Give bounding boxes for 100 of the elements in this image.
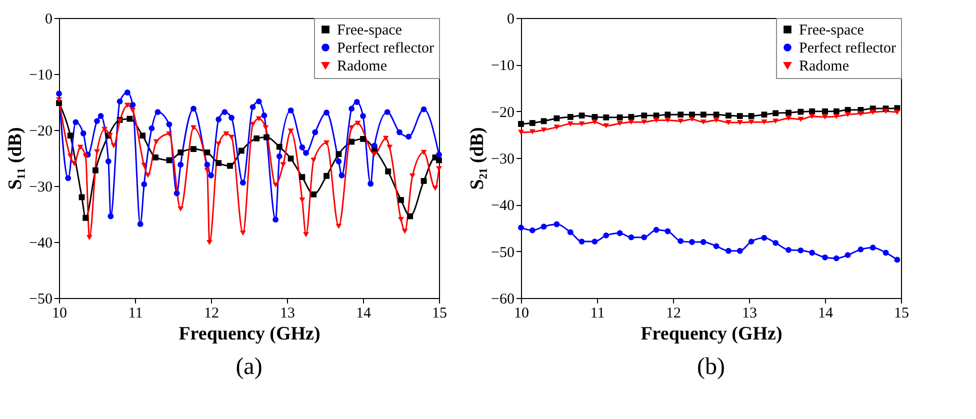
x-tick-label: 10 [52,306,67,322]
point [567,114,574,120]
point [748,238,754,244]
y-tick-label: −40 [29,236,52,252]
point [628,234,634,240]
point [190,146,196,152]
point [809,250,816,256]
point [141,162,148,168]
point [276,144,282,150]
point [641,120,648,125]
point [65,175,72,182]
point [174,190,180,196]
point [641,234,648,240]
x-tick-label: 13 [742,306,757,322]
point [713,118,720,123]
point [844,112,851,118]
legend-label: Perfect reflector [337,40,434,56]
point [436,157,442,164]
point [384,109,390,116]
point [72,119,79,126]
text: (a) [236,354,262,380]
point [110,143,117,148]
point [166,121,172,128]
point [354,120,361,126]
point [540,118,547,124]
point [82,214,89,221]
point [761,234,768,241]
y-tick-label: −30 [491,152,514,168]
point [272,216,279,223]
point [216,141,222,147]
point [144,172,151,178]
point [280,162,286,168]
point [228,134,234,140]
y-tick-label: −30 [29,180,52,196]
point [371,142,378,149]
point [153,139,160,144]
point [748,120,754,125]
y-tick-label: −40 [491,198,514,214]
point [126,116,133,122]
point [238,148,244,154]
point [56,97,62,102]
point [554,221,560,228]
point [240,180,246,186]
point [653,226,660,233]
point [592,238,598,244]
point [578,238,585,244]
point [798,247,804,254]
point [798,108,804,115]
point [518,120,524,127]
y-tick-label: −50 [491,244,514,261]
point [844,252,851,258]
point [382,136,389,141]
point [154,109,161,116]
point [798,116,804,122]
point [833,108,840,114]
point [80,130,86,136]
point [94,118,100,124]
point [348,138,355,145]
point [256,98,262,104]
point [809,108,816,114]
point [124,90,130,96]
point [276,153,282,160]
point [272,182,279,188]
point [678,118,684,124]
point [567,121,574,126]
point [870,244,876,251]
point [628,114,634,120]
point [713,243,720,250]
point [303,150,309,156]
point [348,125,355,130]
y-tick-label: −20 [491,104,514,121]
point [641,112,648,118]
legend-label: Radome [799,58,850,74]
point [264,134,270,140]
point [592,120,598,125]
point [360,136,366,142]
point [223,131,230,136]
x-tick-label: 14 [818,306,834,322]
point [261,112,268,118]
point [858,111,864,116]
point [578,112,585,118]
point [338,172,345,178]
point [772,118,779,124]
point [336,158,342,164]
point [368,180,374,187]
y-tick-label: 0 [45,12,52,28]
point [227,162,233,169]
point [529,227,536,234]
point [436,152,442,158]
y-tick-label: −50 [29,292,52,308]
point [603,114,610,120]
point [360,113,366,119]
point [894,256,900,263]
x-axis-title: Frequency (GHz) [640,324,782,344]
point [288,107,294,114]
point [124,102,130,108]
point [56,100,62,106]
point [786,116,792,121]
point [216,116,222,122]
x-tick-label: 11 [590,306,605,322]
